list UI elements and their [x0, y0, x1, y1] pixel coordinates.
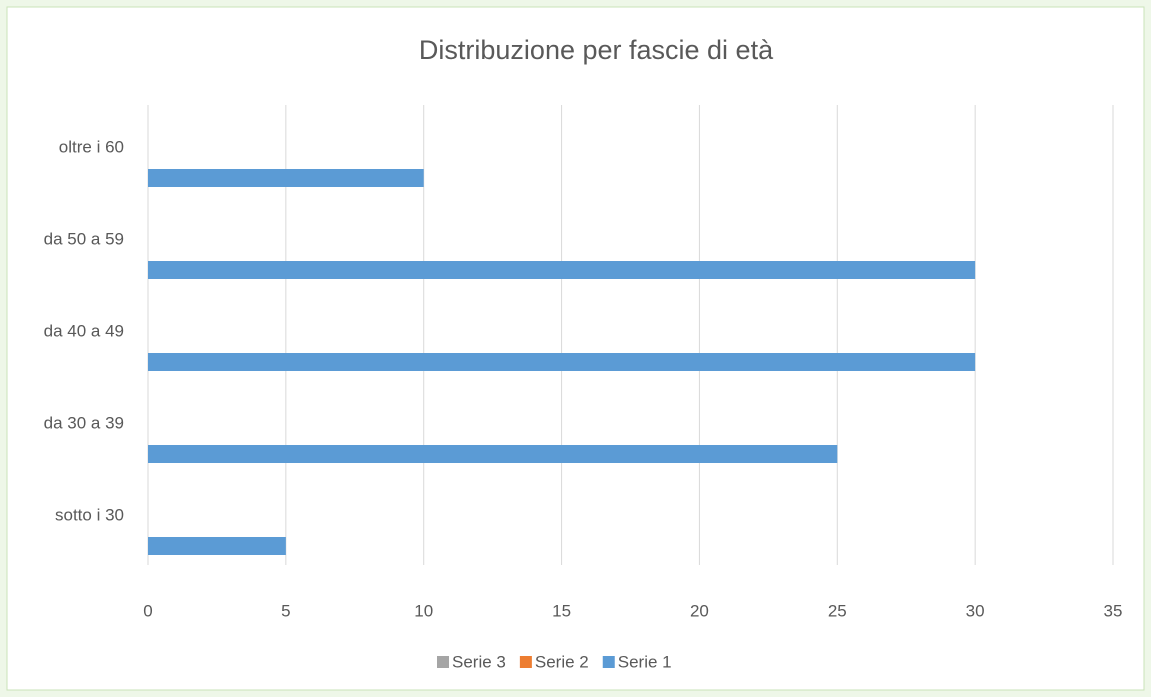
y-tick-label: da 50 a 59 [44, 229, 124, 248]
y-tick-label: oltre i 60 [59, 137, 124, 156]
x-tick-label: 15 [552, 601, 571, 620]
legend-label: Serie 1 [618, 652, 672, 671]
bar [148, 261, 976, 279]
y-tick-label: sotto i 30 [55, 505, 124, 524]
x-tick-label: 30 [966, 601, 985, 620]
x-tick-label: 5 [281, 601, 290, 620]
bar [148, 353, 976, 371]
y-tick-label: da 40 a 49 [44, 321, 124, 340]
bar [148, 537, 286, 555]
x-tick-label: 10 [414, 601, 433, 620]
x-tick-label: 0 [143, 601, 152, 620]
bar [148, 445, 838, 463]
legend-swatch [602, 656, 615, 668]
chart-title: Distribuzione per fascie di età [419, 35, 774, 65]
chart-area [6, 6, 1145, 691]
legend-label: Serie 3 [452, 652, 506, 671]
legend-label: Serie 2 [535, 652, 589, 671]
x-tick-label: 25 [828, 601, 847, 620]
y-tick-label: da 30 a 39 [44, 413, 124, 432]
bar [148, 169, 424, 187]
legend-swatch [437, 656, 449, 668]
x-tick-label: 20 [690, 601, 709, 620]
x-tick-label: 35 [1104, 601, 1123, 620]
legend-swatch [519, 656, 532, 668]
